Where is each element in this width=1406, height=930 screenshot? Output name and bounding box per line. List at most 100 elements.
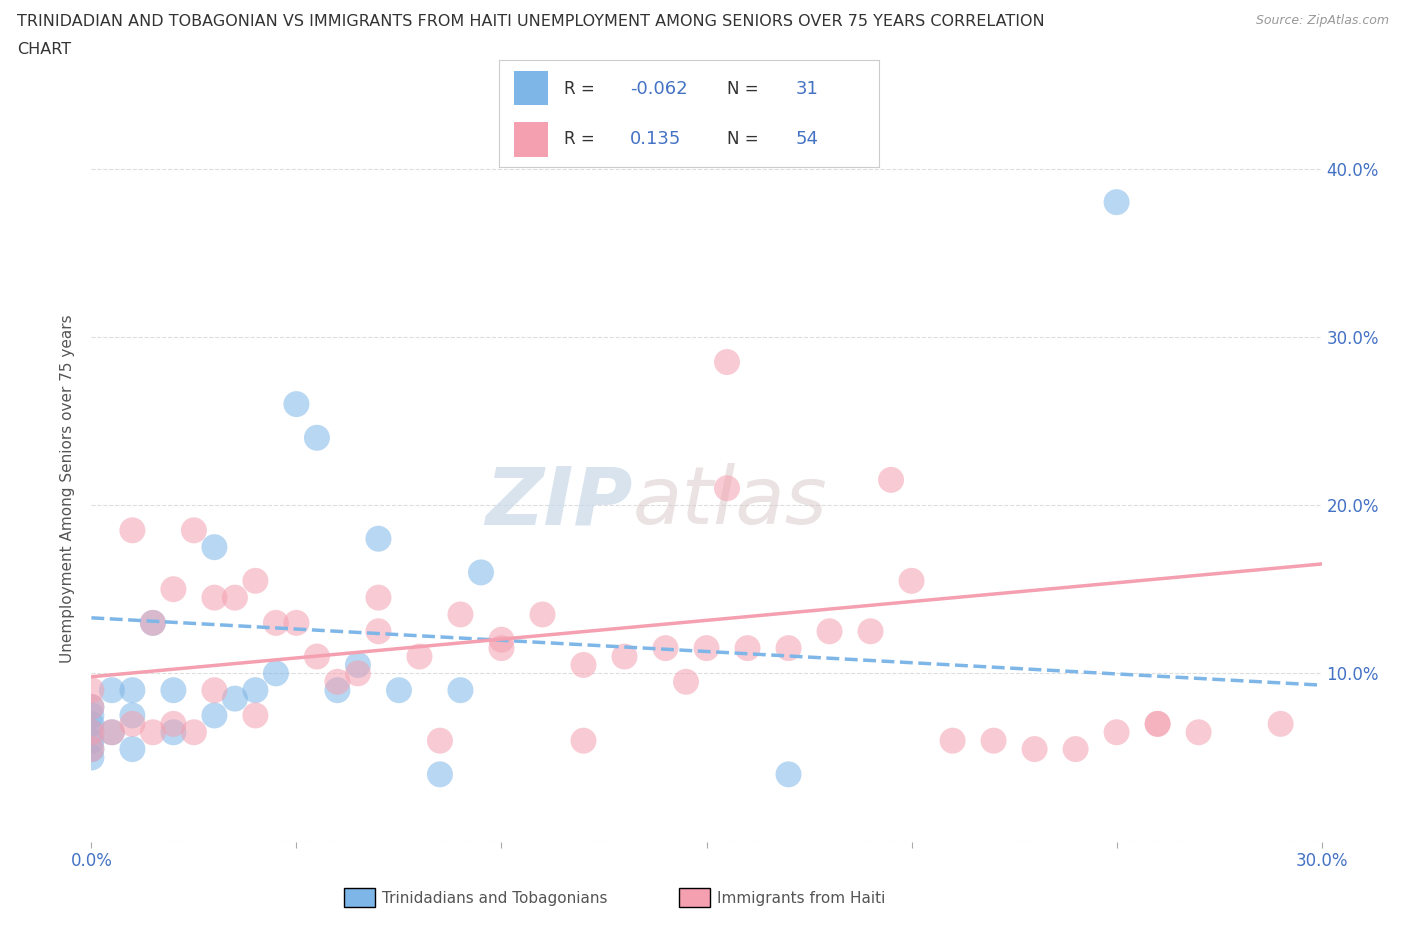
Point <box>264 666 287 681</box>
Text: R =: R = <box>564 80 595 99</box>
Point <box>942 733 965 748</box>
Point <box>367 591 389 605</box>
Point <box>80 741 103 756</box>
Point <box>142 616 165 631</box>
Text: R =: R = <box>564 129 595 148</box>
Point <box>121 523 143 538</box>
Point <box>162 683 184 698</box>
Point <box>818 624 841 639</box>
Text: CHART: CHART <box>17 42 70 57</box>
Point <box>202 683 225 698</box>
Point <box>716 354 738 369</box>
Point <box>80 699 103 714</box>
Point <box>121 741 143 756</box>
Point <box>121 708 143 723</box>
Point <box>80 699 103 714</box>
Text: N =: N = <box>727 129 758 148</box>
Y-axis label: Unemployment Among Seniors over 75 years: Unemployment Among Seniors over 75 years <box>60 314 76 662</box>
Point <box>121 683 143 698</box>
Point <box>900 574 922 589</box>
Text: TRINIDADIAN AND TOBAGONIAN VS IMMIGRANTS FROM HAITI UNEMPLOYMENT AMONG SENIORS O: TRINIDADIAN AND TOBAGONIAN VS IMMIGRANTS… <box>17 14 1045 29</box>
Text: 0.135: 0.135 <box>630 129 682 148</box>
Point <box>245 683 267 698</box>
Point <box>142 724 165 739</box>
Point <box>285 397 308 412</box>
Point <box>1146 716 1168 731</box>
Point <box>80 751 103 765</box>
Point <box>675 674 697 689</box>
Point <box>408 649 430 664</box>
Point <box>245 708 267 723</box>
Point <box>1105 194 1128 209</box>
Text: N =: N = <box>727 80 758 99</box>
Point <box>470 565 492 579</box>
Point <box>80 683 103 698</box>
Text: Trinidadians and Tobagonians: Trinidadians and Tobagonians <box>382 891 607 906</box>
Point <box>224 591 246 605</box>
Point <box>80 708 103 723</box>
Point <box>716 481 738 496</box>
Point <box>737 641 759 656</box>
Bar <box>515 123 548 157</box>
Point <box>202 591 225 605</box>
Point <box>245 574 267 589</box>
Text: atlas: atlas <box>633 463 828 541</box>
Point <box>80 724 103 739</box>
Text: Immigrants from Haiti: Immigrants from Haiti <box>717 891 886 906</box>
Point <box>367 531 389 546</box>
Point <box>491 641 513 656</box>
Point <box>347 666 370 681</box>
Point <box>429 767 451 782</box>
Point <box>264 616 287 631</box>
Point <box>449 607 471 622</box>
Point <box>80 724 103 739</box>
Point <box>80 716 103 731</box>
Point <box>1105 724 1128 739</box>
Point <box>983 733 1005 748</box>
Point <box>572 733 595 748</box>
Point <box>162 716 184 731</box>
Point <box>285 616 308 631</box>
Point <box>388 683 411 698</box>
Point <box>1270 716 1292 731</box>
Point <box>449 683 471 698</box>
Point <box>572 658 595 672</box>
Point <box>305 431 328 445</box>
Point <box>880 472 903 487</box>
Point <box>613 649 636 664</box>
Point <box>101 724 124 739</box>
Text: -0.062: -0.062 <box>630 80 688 99</box>
Point <box>695 641 717 656</box>
Point <box>101 724 124 739</box>
Point <box>429 733 451 748</box>
Text: ZIP: ZIP <box>485 463 633 541</box>
Point <box>326 674 349 689</box>
Point <box>224 691 246 706</box>
Point <box>305 649 328 664</box>
Point <box>142 616 165 631</box>
Point <box>778 641 800 656</box>
Point <box>183 523 205 538</box>
Point <box>859 624 882 639</box>
Point <box>367 624 389 639</box>
Bar <box>515 72 548 105</box>
Point <box>778 767 800 782</box>
Point <box>347 658 370 672</box>
Point <box>202 708 225 723</box>
Point <box>202 539 225 554</box>
Point <box>121 716 143 731</box>
Point <box>183 724 205 739</box>
Point <box>80 741 103 756</box>
Text: Source: ZipAtlas.com: Source: ZipAtlas.com <box>1256 14 1389 27</box>
Point <box>162 582 184 597</box>
Point <box>326 683 349 698</box>
Point <box>1187 724 1209 739</box>
Point <box>1146 716 1168 731</box>
Point <box>80 733 103 748</box>
Point <box>654 641 676 656</box>
Point <box>1024 741 1046 756</box>
Point <box>1064 741 1087 756</box>
Text: 54: 54 <box>796 129 818 148</box>
Text: 31: 31 <box>796 80 818 99</box>
Point <box>101 683 124 698</box>
